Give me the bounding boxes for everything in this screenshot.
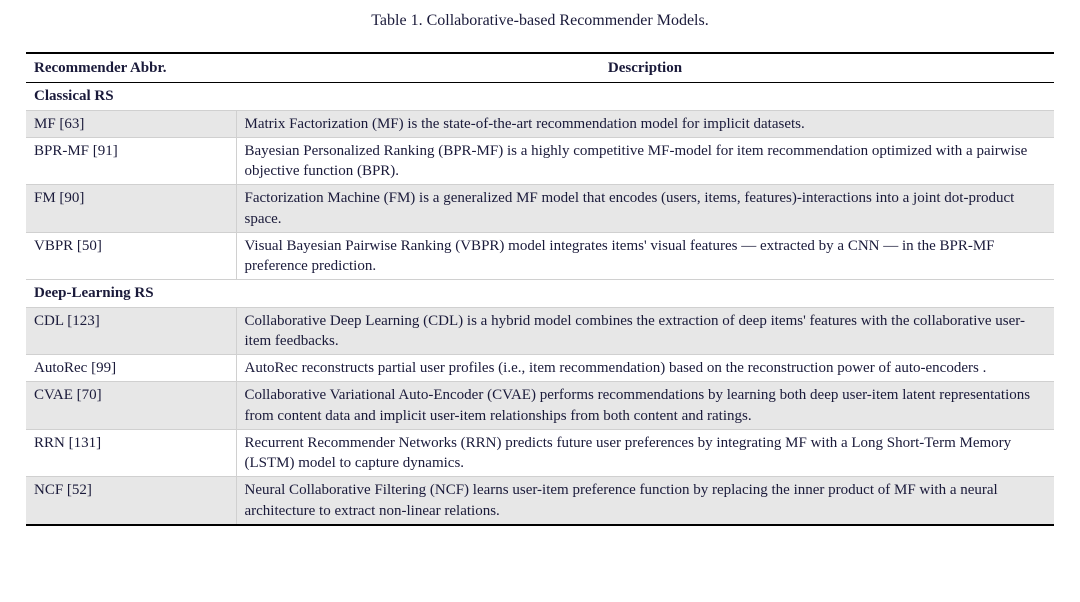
column-header-desc: Description xyxy=(236,53,1054,83)
table-row: RRN [131] Recurrent Recommender Networks… xyxy=(26,429,1054,477)
cell-abbr: VBPR [50] xyxy=(26,232,236,280)
section-title: Classical RS xyxy=(26,83,1054,110)
cell-abbr: BPR-MF [91] xyxy=(26,137,236,185)
cell-desc: Collaborative Deep Learning (CDL) is a h… xyxy=(236,307,1054,355)
table-row: BPR-MF [91] Bayesian Personalized Rankin… xyxy=(26,137,1054,185)
cell-abbr: AutoRec [99] xyxy=(26,355,236,382)
cell-abbr: FM [90] xyxy=(26,185,236,233)
cell-desc: Neural Collaborative Filtering (NCF) lea… xyxy=(236,477,1054,525)
table-row: CVAE [70] Collaborative Variational Auto… xyxy=(26,382,1054,430)
table-caption: Table 1. Collaborative-based Recommender… xyxy=(26,12,1054,30)
cell-desc: Collaborative Variational Auto-Encoder (… xyxy=(236,382,1054,430)
table-row: AutoRec [99] AutoRec reconstructs partia… xyxy=(26,355,1054,382)
cell-abbr: RRN [131] xyxy=(26,429,236,477)
cell-desc: Factorization Machine (FM) is a generali… xyxy=(236,185,1054,233)
table-header-row: Recommender Abbr. Description xyxy=(26,53,1054,83)
cell-abbr: CVAE [70] xyxy=(26,382,236,430)
cell-desc: Bayesian Personalized Ranking (BPR-MF) i… xyxy=(236,137,1054,185)
cell-desc: Visual Bayesian Pairwise Ranking (VBPR) … xyxy=(236,232,1054,280)
section-header: Deep-Learning RS xyxy=(26,280,1054,307)
table-row: CDL [123] Collaborative Deep Learning (C… xyxy=(26,307,1054,355)
section-header: Classical RS xyxy=(26,83,1054,110)
recommender-table: Recommender Abbr. Description Classical … xyxy=(26,52,1054,526)
cell-abbr: NCF [52] xyxy=(26,477,236,525)
table-row: NCF [52] Neural Collaborative Filtering … xyxy=(26,477,1054,525)
section-title: Deep-Learning RS xyxy=(26,280,1054,307)
cell-abbr: CDL [123] xyxy=(26,307,236,355)
table-row: MF [63] Matrix Factorization (MF) is the… xyxy=(26,110,1054,137)
table-row: FM [90] Factorization Machine (FM) is a … xyxy=(26,185,1054,233)
cell-desc: AutoRec reconstructs partial user profil… xyxy=(236,355,1054,382)
cell-desc: Matrix Factorization (MF) is the state-o… xyxy=(236,110,1054,137)
table-row: VBPR [50] Visual Bayesian Pairwise Ranki… xyxy=(26,232,1054,280)
column-header-abbr: Recommender Abbr. xyxy=(26,53,236,83)
cell-desc: Recurrent Recommender Networks (RRN) pre… xyxy=(236,429,1054,477)
cell-abbr: MF [63] xyxy=(26,110,236,137)
